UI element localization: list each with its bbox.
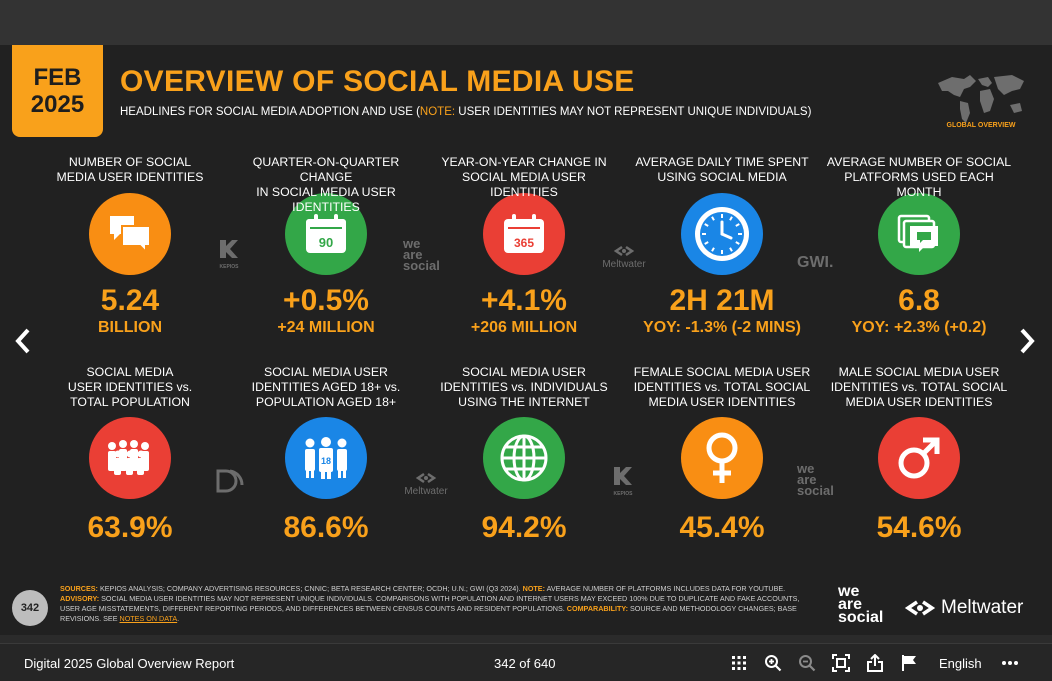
- clock-icon: [681, 193, 763, 275]
- stat-sub: +24 MILLION: [277, 319, 375, 336]
- kepios-logo: KEPIOS: [214, 238, 244, 270]
- share-icon: [867, 654, 883, 672]
- datareportal-logo: [214, 467, 244, 499]
- stat-adults-18: SOCIAL MEDIA USER IDENTITIES AGED 18+ vs.…: [230, 365, 422, 545]
- chevron-left-icon: [15, 328, 30, 354]
- zoom-out-icon: [799, 655, 816, 672]
- stat-value: +4.1%: [481, 284, 567, 317]
- grid-view-button[interactable]: [729, 653, 749, 673]
- male-symbol-icon: [878, 417, 960, 499]
- document-title: Digital 2025 Global Overview Report: [24, 656, 235, 671]
- meltwater-logo: Meltwater: [594, 245, 654, 270]
- fit-screen-button[interactable]: [831, 653, 851, 673]
- stat-value: 63.9%: [87, 511, 173, 544]
- fit-screen-icon: [832, 654, 850, 672]
- flag-button[interactable]: [899, 653, 919, 673]
- gwi-logo: GWI.: [797, 254, 834, 271]
- stat-yoy-change: YEAR-ON-YEAR CHANGE IN SOCIAL MEDIA USER …: [428, 155, 620, 338]
- page-number-badge: 342: [12, 590, 48, 626]
- svg-text:365: 365: [514, 236, 534, 250]
- grid-icon: [732, 656, 746, 670]
- notes-on-data-link[interactable]: NOTES ON DATA: [119, 614, 178, 623]
- previous-slide-button[interactable]: [8, 321, 38, 361]
- female-symbol-icon: [681, 417, 763, 499]
- stat-vs-internet-users: SOCIAL MEDIA USER IDENTITIES vs. INDIVIDU…: [428, 365, 620, 545]
- stat-sub: YOY: +2.3% (+0.2): [851, 319, 987, 336]
- stat-sub: BILLION: [98, 319, 162, 336]
- stat-daily-time: AVERAGE DAILY TIME SPENT USING SOCIAL MED…: [626, 155, 818, 338]
- we-are-social-logo: we are social: [797, 461, 834, 498]
- viewer-toolbar: Digital 2025 Global Overview Report 342 …: [0, 643, 1052, 681]
- stat-sub: +206 MILLION: [470, 319, 578, 336]
- stat-value: 5.24: [100, 284, 160, 317]
- stat-platforms-used: AVERAGE NUMBER OF SOCIAL PLATFORMS USED E…: [823, 155, 1015, 338]
- kepios-logo: KEPIOS: [608, 465, 638, 497]
- stat-value: 2H 21M: [669, 284, 775, 317]
- date-year: 2025: [30, 90, 85, 118]
- chat-bubbles-icon: [89, 193, 171, 275]
- stat-value: 45.4%: [679, 511, 765, 544]
- zoom-out-button[interactable]: [797, 653, 817, 673]
- global-overview-label: GLOBAL OVERVIEW: [946, 122, 1016, 129]
- stat-social-media-users: NUMBER OF SOCIAL MEDIA USER IDENTITIES 5.…: [34, 155, 226, 338]
- meltwater-footer-logo: Meltwater: [903, 597, 1023, 619]
- footnote: SOURCES: KEPIOS ANALYSIS; COMPANY ADVERT…: [60, 584, 800, 623]
- stat-vs-total-population: SOCIAL MEDIA USER IDENTITIES vs. TOTAL POP…: [34, 365, 226, 545]
- globe-icon: [483, 417, 565, 499]
- viewer-top-bar: [0, 0, 1052, 45]
- date-month: FEB: [33, 63, 82, 91]
- more-dots-icon: [1002, 661, 1018, 665]
- slide-title: OVERVIEW OF SOCIAL MEDIA USE: [120, 65, 635, 98]
- world-map-icon: [938, 75, 1024, 123]
- calendar-365-icon: 365: [483, 193, 565, 275]
- svg-text:90: 90: [319, 235, 333, 250]
- stat-male-share: MALE SOCIAL MEDIA USER IDENTITIES vs. TOT…: [823, 365, 1015, 545]
- calendar-90-icon: 90: [285, 193, 367, 275]
- stat-female-share: FEMALE SOCIAL MEDIA USER IDENTITIES vs. T…: [626, 365, 818, 545]
- crowd-icon: [89, 417, 171, 499]
- zoom-in-icon: [765, 655, 782, 672]
- we-are-social-footer-logo: we are social: [838, 583, 884, 626]
- next-slide-button[interactable]: [1012, 321, 1042, 361]
- adults-18-icon: 18: [285, 417, 367, 499]
- meltwater-logo: Meltwater: [396, 472, 456, 497]
- we-are-social-logo: we are social: [403, 236, 440, 273]
- zoom-in-button[interactable]: [763, 653, 783, 673]
- chevron-right-icon: [1020, 328, 1035, 354]
- more-options-button[interactable]: [1000, 653, 1020, 673]
- stat-value: 94.2%: [481, 511, 567, 544]
- date-badge: FEB 2025: [12, 45, 103, 137]
- page-counter: 342 of 640: [494, 656, 556, 671]
- stat-value: 6.8: [898, 284, 940, 317]
- language-selector[interactable]: English: [939, 656, 982, 671]
- slide-subtitle: HEADLINES FOR SOCIAL MEDIA ADOPTION AND …: [120, 106, 812, 118]
- stacked-chat-icon: [878, 193, 960, 275]
- stat-value: +0.5%: [283, 284, 369, 317]
- flag-icon: [902, 655, 916, 671]
- slide: FEB 2025 OVERVIEW OF SOCIAL MEDIA USE HE…: [0, 45, 1052, 635]
- share-button[interactable]: [865, 653, 885, 673]
- svg-text:18: 18: [321, 456, 331, 466]
- stat-value: 86.6%: [283, 511, 369, 544]
- stat-value: 54.6%: [876, 511, 962, 544]
- stat-sub: YOY: -1.3% (-2 MINS): [643, 319, 801, 336]
- stat-qoq-change: QUARTER-ON-QUARTER CHANGE IN SOCIAL MEDIA…: [230, 155, 422, 338]
